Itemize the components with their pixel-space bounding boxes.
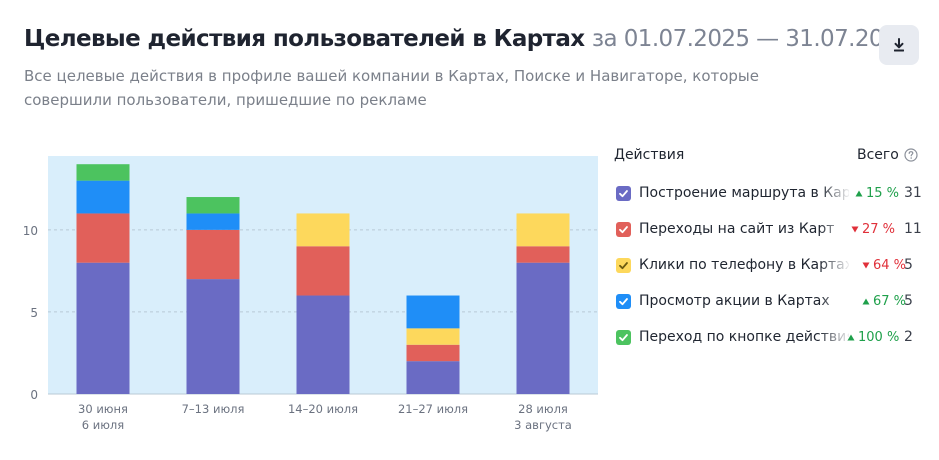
arrow-down-icon	[862, 262, 870, 269]
arrow-up-icon	[862, 298, 870, 305]
legend-checkbox[interactable]	[616, 330, 631, 345]
legend-checkbox[interactable]	[616, 294, 631, 309]
x-tick-label: 6 июля	[82, 418, 124, 432]
arrow-up-icon	[855, 190, 863, 197]
check-icon	[619, 190, 628, 198]
legend-item-label: Клики по телефону в Картах	[639, 257, 849, 273]
legend-header-actions: Действия	[614, 147, 685, 163]
check-icon	[619, 298, 628, 306]
y-tick-label: 10	[23, 224, 38, 238]
legend-item[interactable]: Построение маршрута в Картах 15 % 31	[614, 176, 924, 212]
legend-item-change: 15 %	[855, 186, 899, 201]
x-tick-label: 21–27 июля	[398, 402, 468, 416]
legend-header: Действия Всего	[614, 145, 924, 167]
label-fade	[819, 326, 851, 350]
legend-item-change: 27 %	[851, 222, 895, 237]
title-period: за 01.07.2025 — 31.07.2025	[591, 26, 912, 52]
legend-item[interactable]: Клики по телефону в Картах 64 % 5	[614, 248, 924, 284]
bar-segment	[406, 295, 460, 329]
label-fade	[819, 182, 851, 206]
legend: Действия Всего Построение маршрута в Кар…	[614, 145, 924, 356]
y-tick-label: 5	[30, 306, 38, 320]
x-tick-label: 28 июля	[518, 402, 568, 416]
legend-item-total: 2	[904, 329, 913, 345]
change-value: 15 %	[866, 186, 900, 201]
title-text: Целевые действия пользователей в Картах	[24, 26, 585, 52]
legend-item-change: 100 %	[847, 330, 899, 345]
legend-checkbox[interactable]	[616, 222, 631, 237]
legend-checkbox[interactable]	[616, 186, 631, 201]
question-circle-icon[interactable]	[904, 148, 918, 162]
bar-segment	[406, 361, 460, 394]
bar-segment	[186, 197, 240, 214]
legend-header-total: Всего	[857, 147, 899, 163]
x-tick-label: 3 августа	[514, 418, 572, 432]
bar-segment	[186, 279, 240, 394]
change-value: 100 %	[858, 330, 900, 345]
bar-segment	[516, 246, 570, 263]
x-tick-label: 14–20 июля	[288, 402, 358, 416]
bar-segment	[296, 213, 350, 247]
bar-segment	[516, 262, 570, 394]
x-tick-label: 30 июня	[78, 402, 128, 416]
label-fade	[819, 254, 851, 278]
legend-item-label: Переход по кнопке действия из Карт	[639, 329, 849, 345]
change-value: 27 %	[862, 222, 896, 237]
legend-item-total: 11	[904, 221, 922, 237]
legend-item-change: 67 %	[862, 294, 906, 309]
bar-segment	[296, 295, 350, 394]
legend-item-label: Построение маршрута в Картах	[639, 185, 849, 201]
legend-item-change: 64 %	[862, 258, 906, 273]
legend-item-total: 31	[904, 185, 922, 201]
bar-segment	[76, 164, 130, 181]
x-tick-label: 7–13 июля	[182, 402, 245, 416]
bar-segment	[516, 213, 570, 247]
legend-item-label: Переходы на сайт из Карт	[639, 221, 835, 237]
change-value: 67 %	[873, 294, 907, 309]
check-icon	[619, 334, 628, 342]
change-value: 64 %	[873, 258, 907, 273]
check-icon	[619, 262, 628, 270]
bar-segment	[76, 180, 130, 214]
bar-segment	[186, 229, 240, 280]
stacked-bar-chart: 0 5 10 30 июня 6 июля 7–13 июля 14–20 июля 21–2…	[23, 156, 598, 432]
download-button[interactable]	[879, 25, 919, 65]
bar-segment	[406, 328, 460, 345]
legend-item[interactable]: Просмотр акции в Картах 67 % 5	[614, 284, 924, 320]
legend-item-label: Просмотр акции в Картах	[639, 293, 830, 309]
legend-rows: Построение маршрута в Картах 15 % 31 Перехо…	[614, 176, 924, 356]
arrow-down-icon	[851, 226, 859, 233]
bar-segment	[76, 213, 130, 263]
legend-item[interactable]: Переход по кнопке действия из Карт 100 % 2	[614, 320, 924, 356]
label-fade	[819, 290, 851, 314]
bar-segment	[186, 213, 240, 230]
download-icon	[894, 38, 904, 52]
legend-item-total: 5	[904, 257, 913, 273]
page-title: Целевые действия пользователей в Картах …	[24, 26, 912, 52]
legend-checkbox[interactable]	[616, 258, 631, 273]
arrow-up-icon	[847, 334, 855, 341]
check-icon	[619, 226, 628, 234]
label-fade	[819, 218, 851, 242]
legend-item-total: 5	[904, 293, 913, 309]
page-subtitle: Все целевые действия в профиле вашей ком…	[24, 67, 759, 109]
chart-header: Целевые действия пользователей в Картах …	[24, 26, 912, 112]
bar-segment	[76, 262, 130, 394]
y-tick-label: 0	[30, 388, 38, 402]
legend-item[interactable]: Переходы на сайт из Карт 27 % 11	[614, 212, 924, 248]
bar-segment	[406, 344, 460, 362]
bar-segment	[296, 246, 350, 296]
